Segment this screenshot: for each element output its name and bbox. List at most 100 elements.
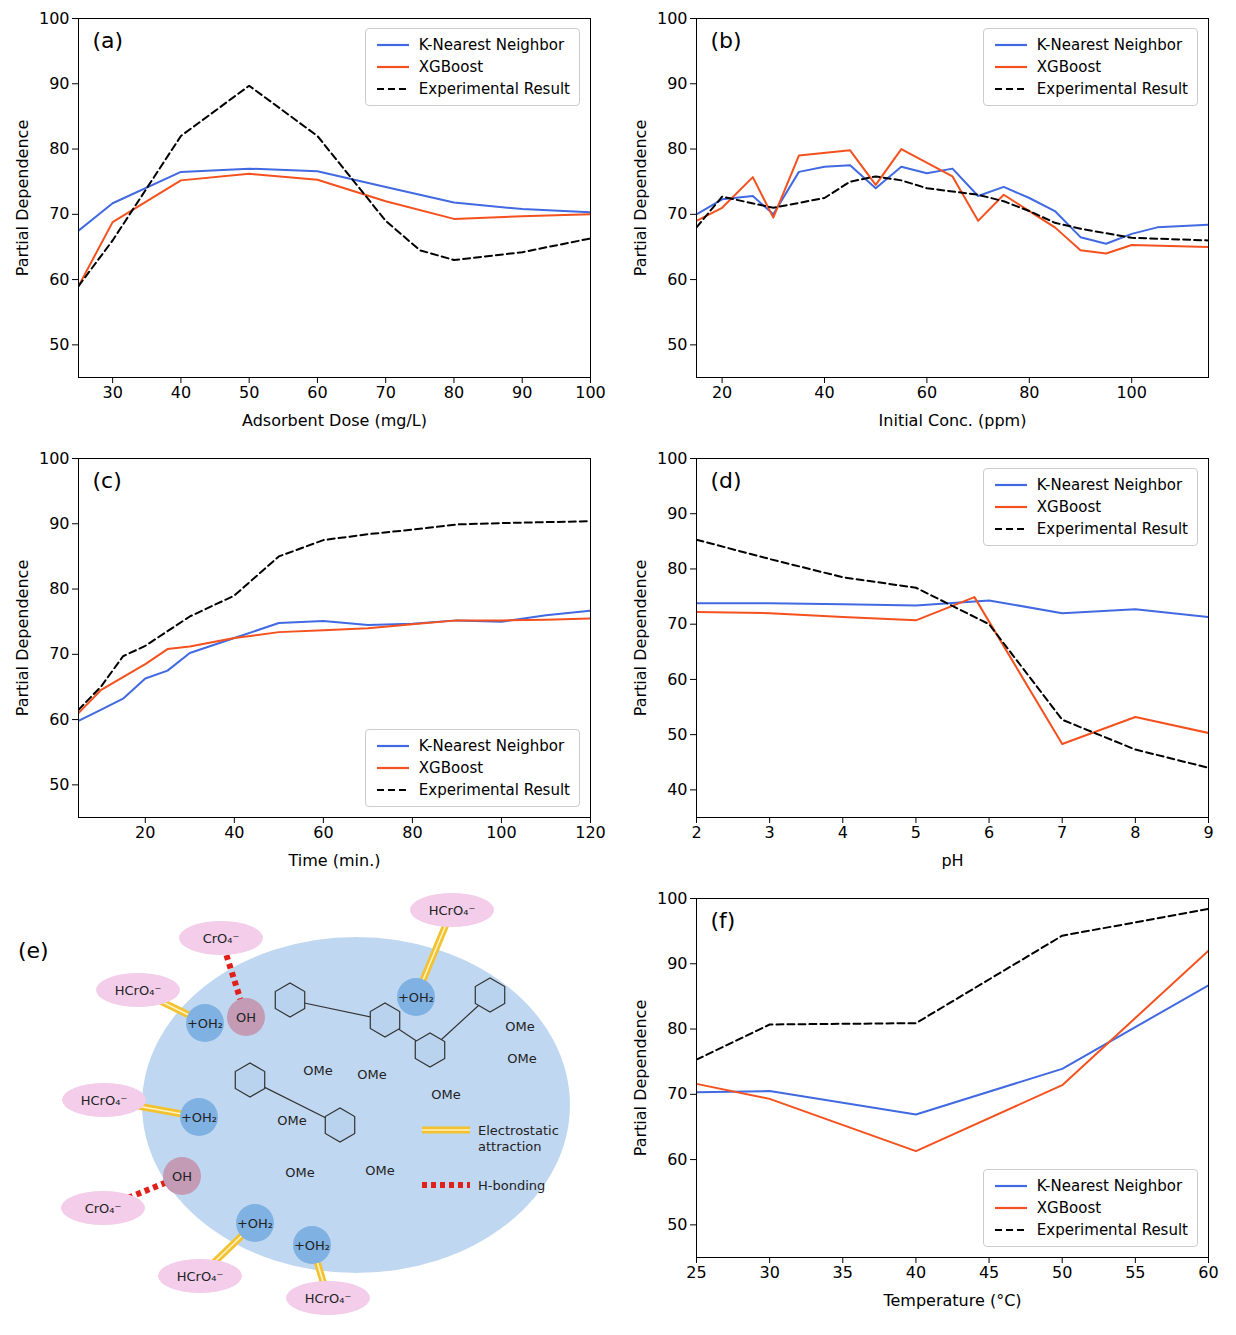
svg-text:80: 80 (49, 579, 69, 598)
svg-text:+OH₂: +OH₂ (187, 1016, 223, 1031)
svg-text:70: 70 (49, 644, 69, 663)
svg-text:HCrO₄⁻: HCrO₄⁻ (177, 1269, 224, 1284)
svg-text:+OH₂: +OH₂ (398, 990, 434, 1005)
svg-text:40: 40 (814, 383, 834, 402)
svg-text:Initial Conc. (ppm): Initial Conc. (ppm) (879, 411, 1027, 430)
svg-text:80: 80 (667, 559, 687, 578)
svg-text:OMe: OMe (285, 1165, 314, 1180)
svg-text:CrO₄⁻: CrO₄⁻ (203, 931, 240, 946)
svg-text:80: 80 (444, 383, 464, 402)
svg-text:Electrostaticattraction: Electrostaticattraction (478, 1123, 559, 1154)
svg-text:70: 70 (667, 1084, 687, 1103)
svg-text:90: 90 (667, 74, 687, 93)
svg-text:20: 20 (712, 383, 732, 402)
svg-text:60: 60 (667, 1150, 687, 1169)
svg-text:30: 30 (102, 383, 122, 402)
svg-text:OMe: OMe (505, 1019, 534, 1034)
svg-text:90: 90 (49, 74, 69, 93)
svg-text:35: 35 (833, 1263, 853, 1282)
svg-text:40: 40 (906, 1263, 926, 1282)
svg-text:8: 8 (1130, 823, 1140, 842)
svg-text:50: 50 (667, 335, 687, 354)
svg-text:Partial Dependence: Partial Dependence (13, 120, 32, 276)
svg-text:Partial Dependence: Partial Dependence (631, 120, 650, 276)
svg-text:55: 55 (1125, 1263, 1145, 1282)
svg-text:100: 100 (657, 889, 688, 908)
svg-text:40: 40 (667, 780, 687, 799)
svg-text:120: 120 (575, 823, 605, 842)
svg-text:80: 80 (402, 823, 422, 842)
svg-text:Adsorbent Dose (mg/L): Adsorbent Dose (mg/L) (242, 411, 427, 430)
svg-text:HCrO₄⁻: HCrO₄⁻ (81, 1093, 128, 1108)
svg-text:Time (min.): Time (min.) (288, 851, 381, 870)
svg-text:100: 100 (39, 9, 70, 28)
svg-text:90: 90 (512, 383, 532, 402)
svg-text:+OH₂: +OH₂ (294, 1238, 330, 1253)
svg-text:90: 90 (667, 954, 687, 973)
svg-text:pH: pH (941, 851, 963, 870)
svg-text:OMe: OMe (277, 1113, 306, 1128)
svg-text:CrO₄⁻: CrO₄⁻ (85, 1201, 122, 1216)
svg-text:60: 60 (667, 670, 687, 689)
svg-text:100: 100 (575, 383, 605, 402)
svg-text:100: 100 (39, 449, 70, 468)
svg-text:40: 40 (224, 823, 244, 842)
svg-text:25: 25 (686, 1263, 706, 1282)
svg-text:60: 60 (307, 383, 327, 402)
svg-text:80: 80 (667, 139, 687, 158)
svg-text:(e): (e) (18, 938, 49, 963)
svg-text:2: 2 (691, 823, 701, 842)
svg-text:20: 20 (135, 823, 155, 842)
svg-text:+OH₂: +OH₂ (237, 1216, 273, 1231)
svg-text:50: 50 (239, 383, 259, 402)
svg-text:OMe: OMe (365, 1163, 394, 1178)
svg-text:70: 70 (376, 383, 396, 402)
svg-text:60: 60 (1198, 1263, 1218, 1282)
svg-text:(f): (f) (711, 908, 736, 933)
svg-text:5: 5 (911, 823, 921, 842)
svg-text:OMe: OMe (357, 1067, 386, 1082)
svg-text:H-bonding: H-bonding (478, 1178, 545, 1193)
svg-text:50: 50 (49, 775, 69, 794)
svg-text:HCrO₄⁻: HCrO₄⁻ (305, 1291, 352, 1306)
svg-text:70: 70 (667, 614, 687, 633)
svg-text:HCrO₄⁻: HCrO₄⁻ (115, 983, 162, 998)
svg-text:50: 50 (667, 725, 687, 744)
svg-text:OH: OH (236, 1010, 256, 1025)
svg-text:6: 6 (984, 823, 994, 842)
svg-text:HCrO₄⁻: HCrO₄⁻ (429, 903, 476, 918)
svg-text:60: 60 (49, 710, 69, 729)
svg-text:(c): (c) (93, 468, 122, 493)
svg-text:50: 50 (1052, 1263, 1072, 1282)
svg-text:100: 100 (486, 823, 517, 842)
svg-text:100: 100 (1116, 383, 1147, 402)
svg-text:4: 4 (838, 823, 848, 842)
svg-text:80: 80 (49, 139, 69, 158)
svg-text:80: 80 (1019, 383, 1039, 402)
svg-text:(a): (a) (93, 28, 124, 53)
svg-text:7: 7 (1057, 823, 1067, 842)
svg-text:Partial Dependence: Partial Dependence (631, 560, 650, 716)
svg-text:40: 40 (171, 383, 191, 402)
svg-text:100: 100 (657, 9, 688, 28)
svg-text:80: 80 (667, 1019, 687, 1038)
svg-text:100: 100 (657, 449, 688, 468)
svg-text:90: 90 (49, 514, 69, 533)
svg-text:60: 60 (49, 270, 69, 289)
svg-text:30: 30 (759, 1263, 779, 1282)
svg-text:90: 90 (667, 504, 687, 523)
svg-text:50: 50 (49, 335, 69, 354)
svg-text:9: 9 (1203, 823, 1213, 842)
svg-text:60: 60 (917, 383, 937, 402)
svg-text:70: 70 (667, 204, 687, 223)
svg-text:70: 70 (49, 204, 69, 223)
svg-text:45: 45 (979, 1263, 999, 1282)
svg-text:OMe: OMe (303, 1063, 332, 1078)
svg-text:(d): (d) (711, 468, 742, 493)
svg-text:Temperature (°C): Temperature (°C) (882, 1291, 1021, 1310)
svg-text:60: 60 (667, 270, 687, 289)
svg-text:OMe: OMe (431, 1087, 460, 1102)
svg-text:(b): (b) (711, 28, 742, 53)
svg-text:OMe: OMe (507, 1051, 536, 1066)
svg-text:+OH₂: +OH₂ (181, 1110, 217, 1125)
